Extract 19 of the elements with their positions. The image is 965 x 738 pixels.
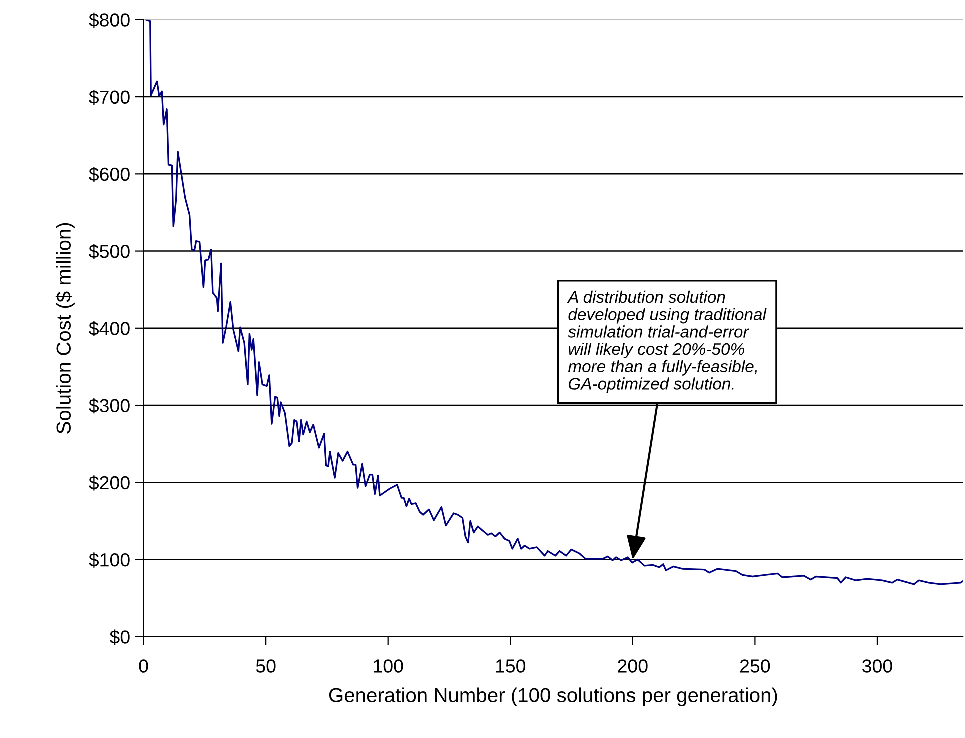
x-tick-label: 300 (862, 660, 892, 673)
x-tick-label: 100 (374, 660, 404, 673)
y-tick-label: $100 (89, 552, 130, 568)
x-tick-label: 250 (740, 660, 770, 673)
y-tick-label: $200 (89, 476, 130, 491)
y-tick-label: $600 (89, 167, 130, 182)
y-tick-label: $400 (89, 321, 130, 337)
y-axis-title: Solution Cost ($ million) (56, 223, 75, 434)
x-tick-label: 150 (496, 660, 526, 673)
y-tick-label: $500 (89, 244, 130, 260)
x-tick-label: 0 (139, 660, 148, 673)
y-tick-label: $800 (89, 12, 130, 28)
annotation: A distribution solution developed using traditional simulation trial-and-error will likely cost 20%-50% more than a fully-feasible, GA-optimized solution. (567, 290, 767, 394)
y-tick-label: $300 (89, 398, 130, 414)
y-tick-label: $700 (89, 90, 130, 106)
y-tick-label: $0 (110, 630, 130, 645)
x-axis-title: Generation Number (100 solutions per generation) (329, 688, 778, 706)
x-tick-label: 50 (256, 660, 276, 673)
x-tick-label: 200 (618, 660, 648, 673)
